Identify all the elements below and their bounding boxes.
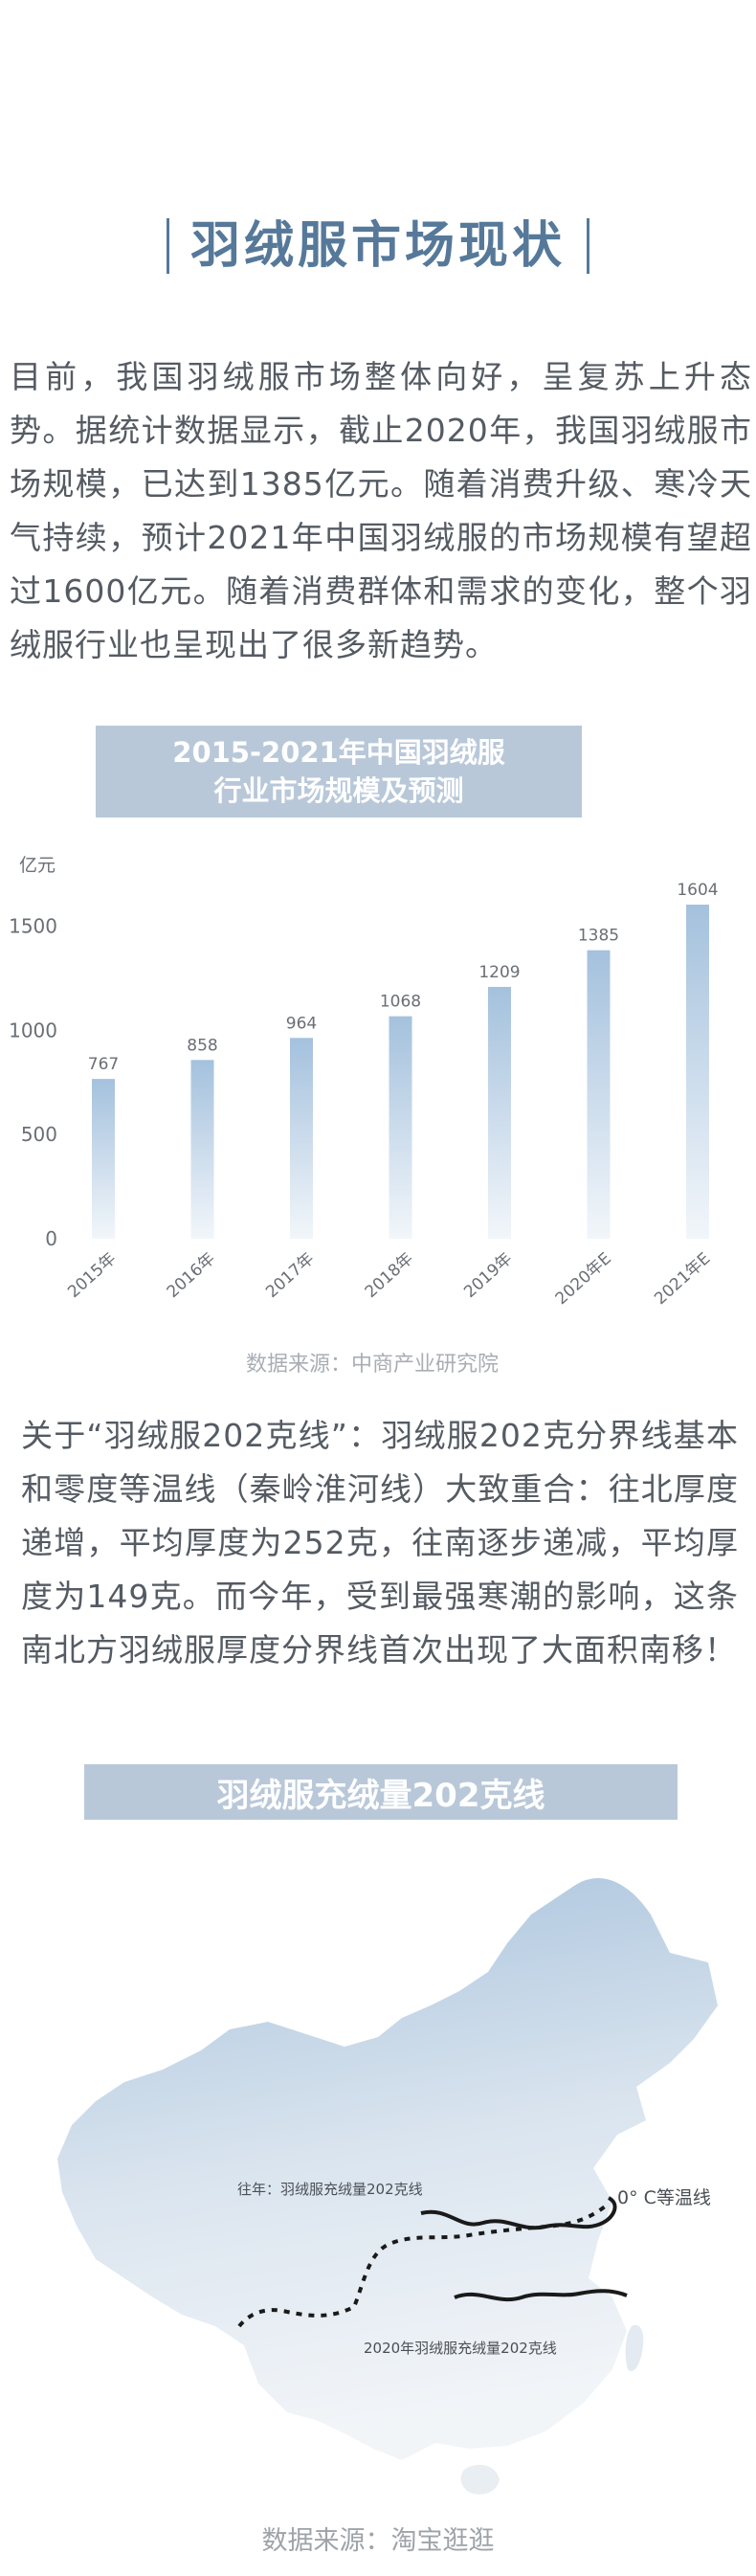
bar — [190, 1060, 214, 1239]
chart-title-line2: 行业市场规模及预测 — [213, 774, 464, 807]
bar-value-label: 964 — [286, 1014, 317, 1033]
bar-value-label: 1385 — [578, 927, 619, 946]
x-tick-label: 2021年E — [651, 1249, 714, 1309]
x-tick-label: 2018年 — [362, 1249, 417, 1302]
title-right-bar — [587, 218, 589, 274]
past-202g-line — [237, 2202, 611, 2328]
bar-value-label: 1209 — [478, 963, 520, 982]
intro-paragraph: 目前，我国羽绒服市场整体向好，呈复苏上升态势。据统计数据显示，截止2020年，我… — [10, 358, 752, 663]
bar — [587, 950, 611, 1239]
map-source: 数据来源：淘宝逛逛 — [261, 2526, 495, 2556]
x-tick-label: 2016年 — [164, 1249, 219, 1302]
x-tick-label: 2015年 — [64, 1249, 120, 1302]
market-size-bar-chart: 767 2015年 858 2016年 964 2017年 1068 2018年 1209 201… — [9, 855, 719, 1309]
map-title-banner: 羽绒服充绒量202克线 — [84, 1764, 678, 1820]
taiwan-island-shape — [625, 2324, 644, 2372]
title-left-bar — [166, 218, 169, 274]
line-paragraph: 关于“羽绒服202克线”：羽绒服202克分界线基本和零度等温线（秦岭淮河线）大致… — [21, 1417, 739, 1669]
chart-source: 数据来源：中商产业研究院 — [245, 1353, 499, 1377]
bar-value-label: 858 — [187, 1036, 217, 1055]
bar — [686, 905, 709, 1239]
x-tick-label: 2017年 — [262, 1249, 318, 1302]
bar — [488, 986, 511, 1239]
section-title: 羽绒服市场现状 — [189, 217, 566, 275]
bar — [290, 1038, 313, 1239]
bar-value-label: 1604 — [677, 881, 718, 900]
chart-title-line1: 2015-2021年中国羽绒服 — [172, 736, 505, 769]
bar — [389, 1016, 412, 1239]
label-2020-202g-line: 2020年羽绒服充绒量202克线 — [364, 2340, 557, 2357]
x-tick-label: 2020年E — [552, 1249, 615, 1309]
chart-title-banner: 2015-2021年中国羽绒服 行业市场规模及预测 — [96, 726, 582, 818]
y-tick-label: 1500 — [9, 915, 57, 938]
hainan-island-shape — [460, 2464, 500, 2495]
y-axis-unit-label: 亿元 — [19, 855, 56, 876]
y-tick-label: 1000 — [9, 1019, 57, 1042]
china-map: 往年：羽绒服充绒量202克线 0° C等温线 2020年羽绒服充绒量202克线 — [57, 1877, 718, 2495]
china-mainland-shape — [57, 1877, 718, 2460]
x-tick-label: 2019年 — [460, 1249, 516, 1302]
bar — [92, 1079, 115, 1239]
bar-value-label: 1068 — [380, 993, 421, 1012]
2020-202g-line — [454, 2289, 628, 2302]
y-tick-label: 500 — [21, 1123, 57, 1146]
label-past-202g-line: 往年：羽绒服充绒量202克线 — [237, 2181, 423, 2198]
y-tick-label: 0 — [45, 1227, 57, 1250]
bar-value-label: 767 — [88, 1055, 119, 1074]
label-zero-isotherm: 0° C等温线 — [617, 2187, 711, 2208]
section-header: 羽绒服市场现状 — [0, 213, 756, 280]
